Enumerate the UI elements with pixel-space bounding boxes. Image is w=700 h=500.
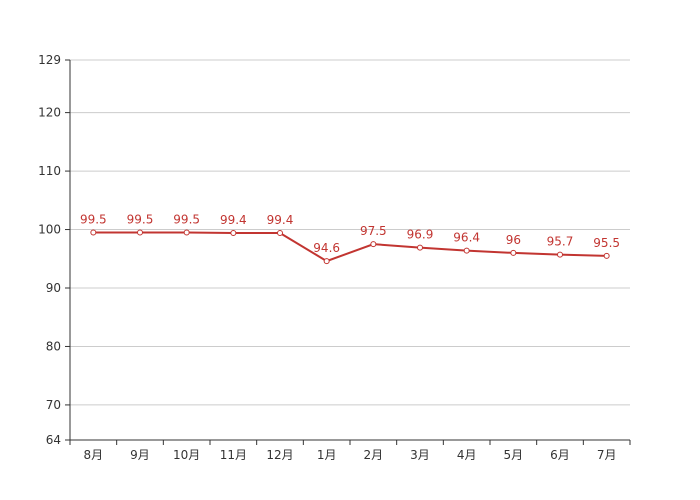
data-label: 94.6 — [313, 241, 340, 255]
axes — [69, 60, 630, 441]
x-tick-label: 6月 — [550, 448, 570, 462]
data-point — [230, 230, 237, 237]
y-tick-label: 110 — [38, 164, 61, 178]
data-label: 99.5 — [173, 212, 200, 226]
x-tick-label: 4月 — [457, 448, 477, 462]
data-point — [370, 241, 377, 248]
y-tick-label: 80 — [46, 339, 61, 353]
data-point — [90, 229, 97, 236]
x-tick-label: 10月 — [173, 448, 200, 462]
data-label: 97.5 — [360, 224, 387, 238]
data-label: 96.4 — [453, 231, 480, 245]
data-point — [510, 249, 517, 256]
data-label: 95.7 — [547, 235, 574, 249]
y-tick-label: 90 — [46, 281, 61, 295]
y-tick-label: 129 — [38, 53, 61, 67]
data-label: 99.5 — [127, 212, 154, 226]
data-point — [137, 229, 143, 236]
x-tick-label: 1月 — [317, 448, 337, 462]
data-point — [557, 251, 563, 258]
x-tick-label: 9月 — [130, 448, 150, 462]
data-label: 99.4 — [220, 213, 247, 227]
data-label: 95.5 — [593, 236, 620, 250]
data-label: 96.9 — [407, 228, 434, 242]
y-tick-label: 100 — [38, 223, 61, 237]
x-tick-label: 7月 — [597, 448, 617, 462]
data-label: 99.5 — [80, 212, 107, 226]
data-point — [603, 252, 610, 259]
data-point — [323, 258, 330, 265]
x-tick-label: 2月 — [364, 448, 384, 462]
y-tick-label: 64 — [46, 433, 61, 447]
data-point — [183, 229, 190, 236]
data-labels: 99.5 99.5 99.5 99.4 99.4 94.6 97.5 96.9 96.4 96 95… — [80, 212, 620, 255]
data-point — [277, 230, 283, 237]
data-point — [463, 247, 470, 254]
data-label: 96 — [506, 233, 521, 247]
gridlines — [70, 59, 630, 406]
y-tick-label: 120 — [38, 106, 61, 120]
x-axis-ticks: 8月 9月 10月 11月 12月 1月 2月 3月 4月 5月 6月 7月 — [69, 440, 631, 462]
data-label: 99.4 — [267, 213, 294, 227]
x-tick-label: 12月 — [266, 448, 293, 462]
x-tick-label: 11月 — [220, 448, 247, 462]
data-point — [417, 244, 423, 251]
data-points — [90, 229, 610, 265]
x-tick-label: 5月 — [504, 448, 524, 462]
series-line — [93, 231, 607, 263]
x-tick-label: 3月 — [410, 448, 430, 462]
y-axis-ticks: 64 70 80 90 100 110 120 129 — [38, 53, 70, 447]
y-tick-label: 70 — [46, 398, 61, 412]
x-tick-label: 8月 — [84, 448, 104, 462]
